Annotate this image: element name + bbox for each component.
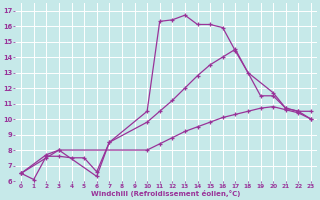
X-axis label: Windchill (Refroidissement éolien,°C): Windchill (Refroidissement éolien,°C) (91, 190, 241, 197)
